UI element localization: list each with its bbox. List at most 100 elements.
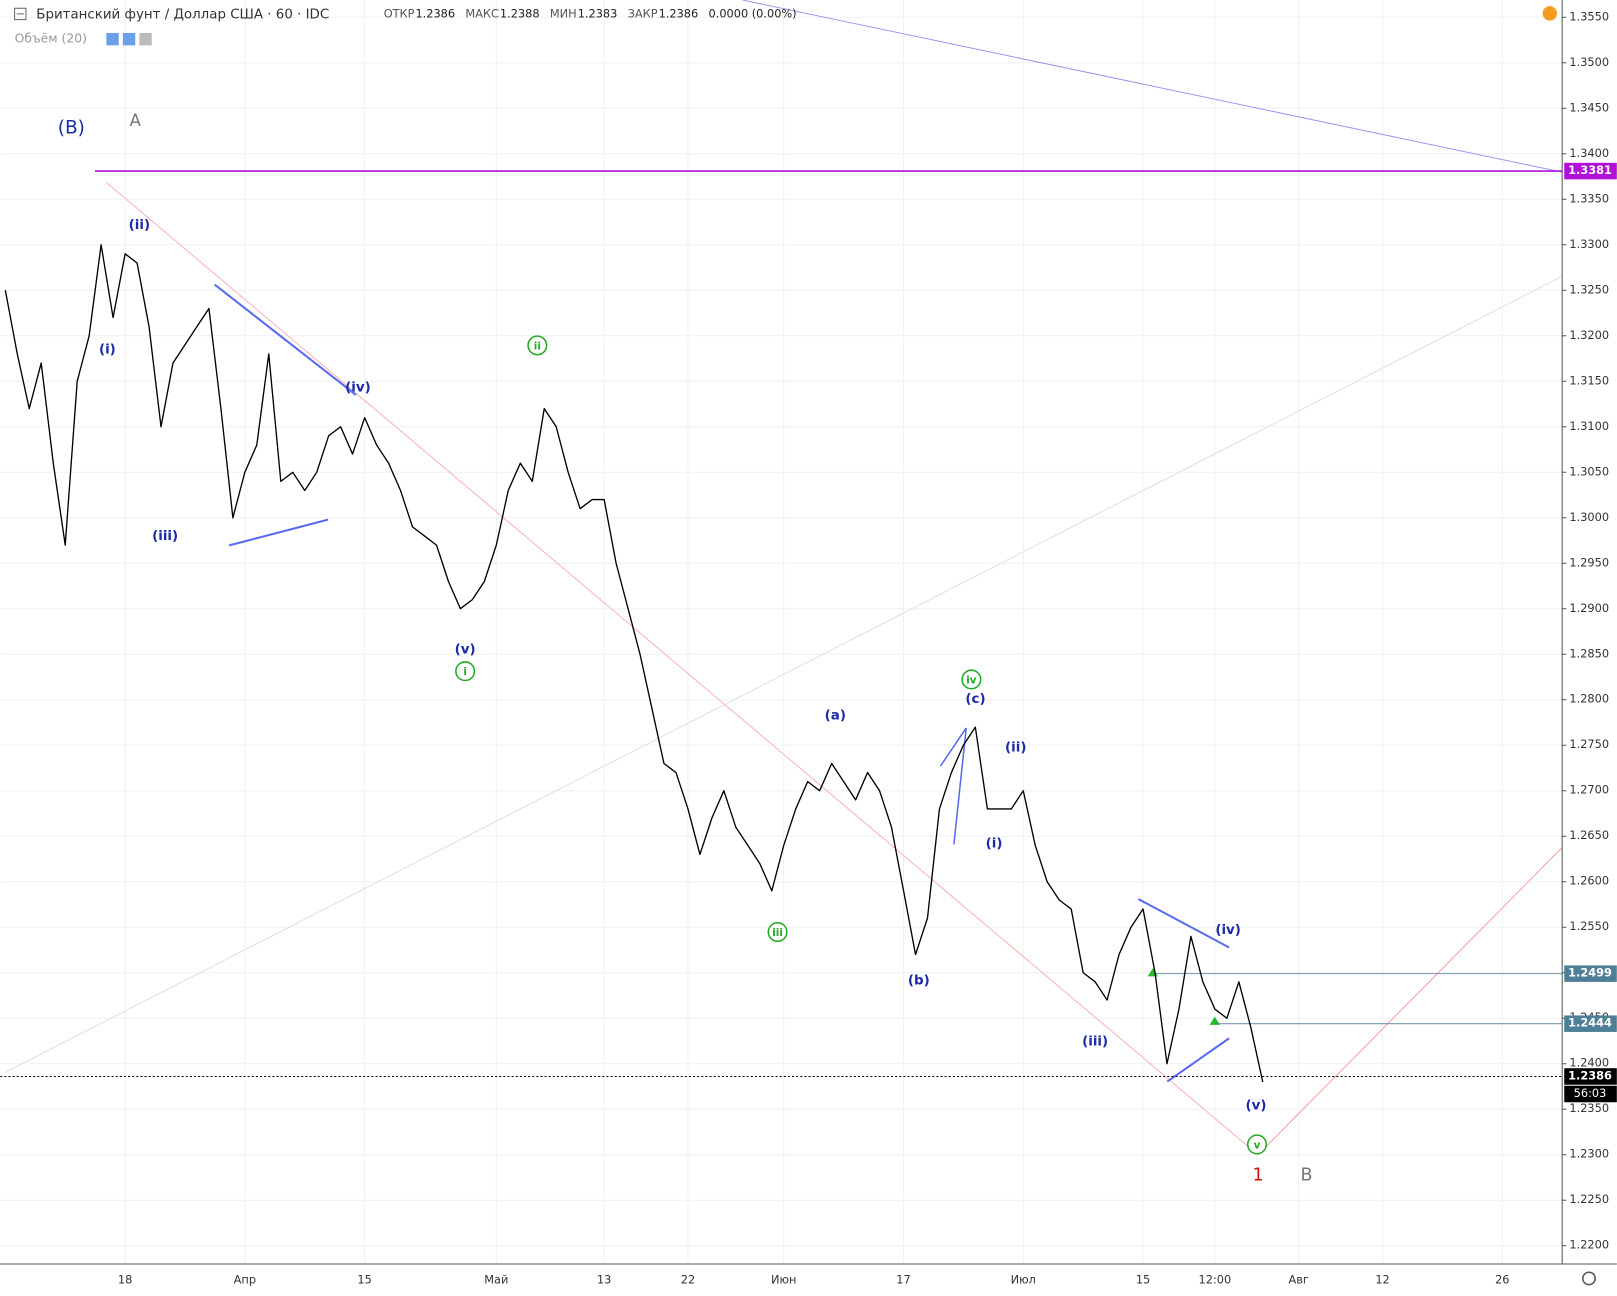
trend-line <box>953 727 968 845</box>
wave-label: (b) <box>908 974 930 989</box>
wave-label: (i) <box>986 836 1003 851</box>
y-tick-label: 1.3350 <box>1569 191 1609 205</box>
y-tick-label: 1.2850 <box>1569 646 1609 660</box>
settings-icon[interactable] <box>1582 1271 1596 1286</box>
price-line <box>4 244 1264 1083</box>
price-label-box <box>1564 1015 1617 1032</box>
y-tick-label: 1.3150 <box>1569 373 1609 387</box>
ohlc-label: МАКС <box>465 6 499 20</box>
y-tick-label: 1.2750 <box>1569 737 1609 751</box>
volume: Объём (20) <box>15 32 87 46</box>
price-label: 1.2444 <box>1568 1016 1612 1030</box>
icon[interactable] <box>122 32 136 46</box>
x-axis: 18 Апр 15 Май 13 22 Июн 17 Июл 15 12:00 Авг 12 26 <box>118 1273 1510 1287</box>
x-tick-label: 17 <box>896 1273 910 1287</box>
trend-line <box>1257 847 1563 1156</box>
alert-icon[interactable] <box>1542 6 1558 21</box>
wave-label: (iv) <box>345 381 371 396</box>
price-label: 1.2499 <box>1568 966 1612 980</box>
wave-circle <box>455 661 476 682</box>
wave-circle <box>527 335 548 356</box>
price-label: 1.2386 <box>1568 1068 1612 1082</box>
y-tick-label: 1.3050 <box>1569 464 1609 478</box>
collapse-icon[interactable] <box>14 7 27 21</box>
level-labels: 1.3381 1.2499 1.2444 1.2386 56:03 <box>1564 162 1617 1103</box>
x-tick-label: 15 <box>1136 1273 1150 1287</box>
y-tick-label: 1.2550 <box>1569 919 1609 933</box>
y-tick-label: 1.2650 <box>1569 828 1609 842</box>
y-tick-label: 1.3000 <box>1569 510 1609 524</box>
symbol: Британский фунт / Доллар США · 60 · IDC <box>36 7 329 22</box>
price-label-box <box>1564 1068 1617 1085</box>
trend-line <box>106 182 1259 1156</box>
y-tick-label: 1.3500 <box>1569 55 1609 69</box>
wave-label: (iv) <box>1215 923 1241 938</box>
trend-line <box>939 727 967 767</box>
trend-line <box>1137 898 1230 949</box>
y-tick-label: 1.2800 <box>1569 692 1609 706</box>
price-label: 1.3381 <box>1568 163 1612 177</box>
y-tick-label: 1.3450 <box>1569 100 1609 114</box>
header: Британский фунт / Доллар США · 60 · IDC … <box>14 6 1596 1286</box>
wave-label: (i) <box>99 343 116 358</box>
trend-line <box>228 518 329 547</box>
wave-label: (ii) <box>129 218 150 233</box>
wave-label: i <box>463 666 467 678</box>
y-tick-label: 1.2400 <box>1569 1056 1609 1070</box>
wave-label: (ii) <box>1005 740 1026 755</box>
wave-label: A <box>130 111 142 130</box>
wave-circle <box>961 669 982 690</box>
x-tick-label: 18 <box>118 1273 132 1287</box>
wave-label: iv <box>966 674 977 686</box>
icon[interactable] <box>106 32 119 46</box>
wave-circle <box>767 921 788 943</box>
x-tick-label: Июл <box>1011 1273 1036 1287</box>
series <box>4 244 1264 1083</box>
y-tick-label: 1.2200 <box>1569 1238 1609 1252</box>
ohlc-value: 1.2386 <box>659 6 699 20</box>
annotations: (B) A(ii)(i)(iii)(iv)(v)iiiiiiivv(a)(c)(b… <box>58 111 1313 1185</box>
trend-line <box>213 283 357 396</box>
x-tick-label: Апр <box>234 1273 256 1287</box>
wave-label: (iii) <box>152 529 178 544</box>
icon[interactable] <box>139 32 152 46</box>
trend-line <box>742 0 1563 173</box>
wave-label: (iii) <box>1082 1034 1108 1049</box>
x-tick-label: 15 <box>357 1273 371 1287</box>
levels <box>0 170 1563 1077</box>
y-tick-label: 1.3100 <box>1569 419 1609 433</box>
x-tick-label: Июн <box>771 1273 796 1287</box>
drawings <box>5 0 1563 1156</box>
change: 0.0000 (0.00%) <box>709 6 797 20</box>
x-tick-label: 12:00 <box>1199 1273 1232 1287</box>
x-tick-label: 13 <box>597 1273 611 1287</box>
wave-label: 1 <box>1252 1165 1263 1185</box>
timer-box <box>1564 1085 1617 1103</box>
wave-circle <box>1246 1134 1268 1155</box>
trend-line <box>5 275 1563 1073</box>
wave-label: iii <box>772 927 783 939</box>
wave-label: v <box>1254 1139 1261 1151</box>
wave-label: (c) <box>965 692 985 707</box>
ohlc-label: ЗАКР <box>628 6 658 20</box>
y-tick-label: 1.2900 <box>1569 601 1609 615</box>
y-tick-label: 1.2700 <box>1569 783 1609 797</box>
trend-line <box>1166 1037 1230 1083</box>
wave-label: B <box>1300 1165 1312 1185</box>
timer: 56:03 <box>1574 1086 1607 1100</box>
ohlc-label: МИН <box>550 6 577 20</box>
y-tick-label: 1.3250 <box>1569 282 1609 296</box>
y-tick-label: 1.2250 <box>1569 1192 1609 1206</box>
wave-label: (v) <box>1245 1098 1266 1113</box>
price-label-box <box>1564 965 1617 982</box>
y-tick-label: 1.2950 <box>1569 555 1609 569</box>
y-tick-label: 1.2600 <box>1569 874 1609 888</box>
wave-label: (B) <box>58 117 85 138</box>
x-tick-label: 22 <box>681 1273 695 1287</box>
y-tick-label: 1.3550 <box>1569 9 1609 23</box>
ohlc-value: 1.2388 <box>500 6 540 20</box>
x-tick-label: 12 <box>1375 1273 1389 1287</box>
y-tick-label: 1.2300 <box>1569 1147 1609 1161</box>
